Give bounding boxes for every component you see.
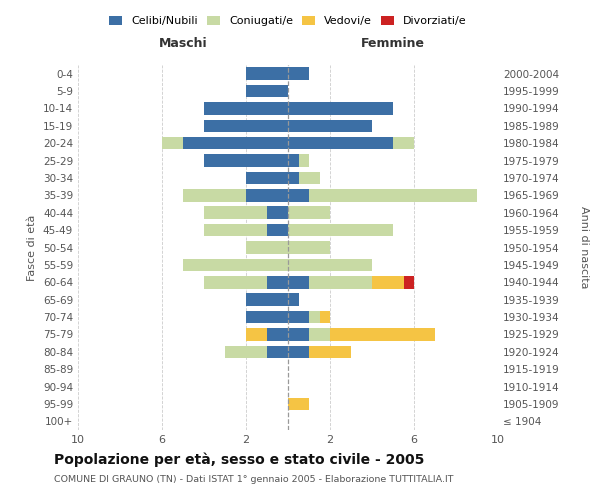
Bar bbox=[204, 224, 267, 236]
Bar bbox=[246, 241, 288, 254]
Text: COMUNE DI GRAUNO (TN) - Dati ISTAT 1° gennaio 2005 - Elaborazione TUTTITALIA.IT: COMUNE DI GRAUNO (TN) - Dati ISTAT 1° ge… bbox=[54, 475, 454, 484]
Bar bbox=[204, 102, 288, 115]
Bar bbox=[288, 258, 372, 271]
Bar bbox=[320, 311, 330, 324]
Text: Femmine: Femmine bbox=[361, 38, 425, 51]
Bar bbox=[299, 154, 309, 167]
Bar bbox=[288, 68, 309, 80]
Y-axis label: Fasce di età: Fasce di età bbox=[28, 214, 37, 280]
Legend: Celibi/Nubili, Coniugati/e, Vedovi/e, Divorziati/e: Celibi/Nubili, Coniugati/e, Vedovi/e, Di… bbox=[109, 16, 467, 26]
Bar bbox=[246, 294, 288, 306]
Bar bbox=[309, 346, 351, 358]
Bar bbox=[288, 206, 330, 219]
Bar bbox=[183, 137, 288, 149]
Bar bbox=[288, 224, 393, 236]
Bar bbox=[204, 154, 288, 167]
Bar bbox=[183, 258, 288, 271]
Bar bbox=[288, 102, 393, 115]
Text: Maschi: Maschi bbox=[158, 38, 208, 51]
Bar bbox=[288, 398, 309, 410]
Bar bbox=[204, 120, 288, 132]
Bar bbox=[309, 328, 330, 340]
Bar bbox=[267, 346, 288, 358]
Bar bbox=[288, 346, 309, 358]
Bar bbox=[246, 189, 288, 202]
Bar bbox=[204, 206, 267, 219]
Bar bbox=[246, 68, 288, 80]
Bar bbox=[393, 137, 414, 149]
Y-axis label: Anni di nascita: Anni di nascita bbox=[579, 206, 589, 289]
Text: Popolazione per età, sesso e stato civile - 2005: Popolazione per età, sesso e stato civil… bbox=[54, 452, 424, 467]
Bar bbox=[372, 276, 404, 288]
Bar bbox=[246, 85, 288, 98]
Bar bbox=[288, 120, 372, 132]
Bar bbox=[288, 172, 299, 184]
Bar bbox=[288, 276, 309, 288]
Bar bbox=[288, 189, 309, 202]
Bar bbox=[288, 328, 309, 340]
Bar bbox=[162, 137, 183, 149]
Bar bbox=[288, 311, 309, 324]
Bar bbox=[267, 276, 288, 288]
Bar bbox=[309, 311, 320, 324]
Bar bbox=[309, 276, 372, 288]
Bar bbox=[183, 189, 246, 202]
Bar bbox=[288, 294, 299, 306]
Bar bbox=[267, 224, 288, 236]
Bar bbox=[204, 276, 267, 288]
Bar bbox=[246, 328, 267, 340]
Bar bbox=[225, 346, 267, 358]
Bar bbox=[267, 206, 288, 219]
Bar bbox=[267, 328, 288, 340]
Bar bbox=[288, 241, 330, 254]
Bar bbox=[404, 276, 414, 288]
Bar bbox=[299, 172, 320, 184]
Bar bbox=[246, 311, 288, 324]
Bar bbox=[330, 328, 435, 340]
Bar bbox=[246, 172, 288, 184]
Bar bbox=[309, 189, 477, 202]
Bar bbox=[288, 154, 299, 167]
Bar bbox=[288, 137, 393, 149]
